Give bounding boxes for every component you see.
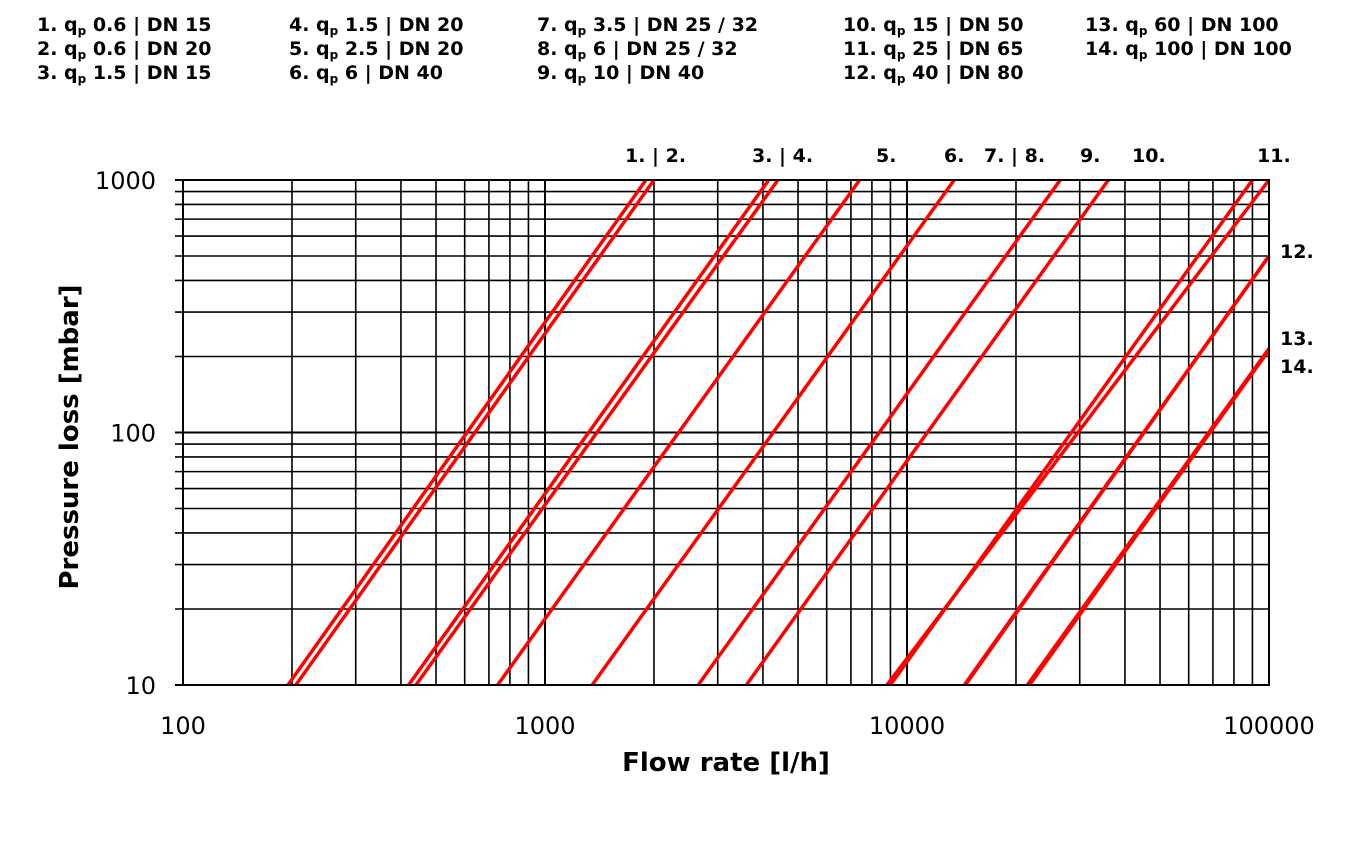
legend-value: 3.5 | DN 25 / 32 — [586, 14, 759, 36]
legend-item: 2. qp 0.6 | DN 20 — [37, 38, 212, 62]
legend-number: 13. q — [1085, 14, 1139, 36]
curve-6 — [590, 178, 956, 687]
legend-item: 10. qp 15 | DN 50 — [843, 14, 1024, 38]
curve-13 — [962, 254, 1271, 687]
legend-item: 1. qp 0.6 | DN 15 — [37, 14, 212, 38]
y-tick-label: 1000 — [95, 167, 156, 195]
legend-number: 4. q — [289, 14, 330, 36]
legend-value: 2.5 | DN 20 — [338, 38, 464, 60]
legend-number: 10. q — [843, 14, 897, 36]
curve-label-top: 6. — [944, 145, 964, 167]
legend-subscript: p — [329, 72, 339, 86]
x-tick-label: 1000 — [514, 712, 575, 740]
legend-number: 2. q — [37, 38, 78, 60]
curve-8 — [744, 178, 1110, 687]
y-tick-label: 10 — [125, 672, 156, 700]
curve-label-top: 9. — [1080, 145, 1100, 167]
legend-item: 11. qp 25 | DN 65 — [843, 38, 1024, 62]
legend-number: 8. q — [537, 38, 578, 60]
x-tick-label: 100000 — [1223, 712, 1315, 740]
legend-item: 4. qp 1.5 | DN 20 — [289, 14, 464, 38]
y-tick-label: 100 — [110, 420, 156, 448]
legend-number: 1. q — [37, 14, 78, 36]
curve-label-right: 14. — [1280, 356, 1314, 378]
legend-number: 9. q — [537, 62, 578, 84]
legend-subscript: p — [1138, 48, 1148, 62]
legend-subscript: p — [577, 24, 587, 38]
curve-label-top: 3. | 4. — [752, 145, 813, 167]
y-axis-title: Pressure loss [mbar] — [55, 284, 85, 589]
legend-value: 25 | DN 65 — [905, 38, 1024, 60]
legend-number: 7. q — [537, 14, 578, 36]
curve-5 — [496, 178, 862, 687]
legend-subscript: p — [577, 48, 587, 62]
legend-subscript: p — [896, 72, 906, 86]
legend-item: 12. qp 40 | DN 80 — [843, 62, 1024, 86]
legend-subscript: p — [77, 24, 87, 38]
legend-value: 15 | DN 50 — [905, 14, 1024, 36]
curve-label-top: 5. — [876, 145, 896, 167]
legend-value: 100 | DN 100 — [1147, 38, 1292, 60]
legend-subscript: p — [77, 72, 87, 86]
curve-labels: 1. | 2. 3. | 4. 5. 6. 7. | 8. 9. 10. 11. 12. 13. 1… — [625, 145, 1314, 378]
curve-4 — [414, 178, 780, 687]
legend-value: 60 | DN 100 — [1147, 14, 1279, 36]
legend-value: 6 | DN 25 / 32 — [586, 38, 738, 60]
legend-item: 13. qp 60 | DN 100 — [1085, 14, 1279, 38]
plot-frame — [182, 179, 1270, 686]
legend-number: 3. q — [37, 62, 78, 84]
legend-item: 5. qp 2.5 | DN 20 — [289, 38, 464, 62]
legend-item: 7. qp 3.5 | DN 25 / 32 — [537, 14, 759, 38]
legend-value: 0.6 | DN 15 — [86, 14, 212, 36]
curve-label-right: 13. — [1280, 328, 1314, 350]
legend-number: 12. q — [843, 62, 897, 84]
curve-label-right: 12. — [1280, 241, 1314, 263]
curve-2 — [294, 178, 656, 687]
legend-item: 3. qp 1.5 | DN 15 — [37, 62, 212, 86]
legend-subscript: p — [896, 24, 906, 38]
curves — [286, 178, 1271, 687]
legend-number: 5. q — [289, 38, 330, 60]
curve-label-top: 10. — [1132, 145, 1166, 167]
legend-value: 40 | DN 80 — [905, 62, 1024, 84]
legend-value: 0.6 | DN 20 — [86, 38, 212, 60]
legend-number: 11. q — [843, 38, 897, 60]
legend-value: 1.5 | DN 20 — [338, 14, 464, 36]
legend-item: 8. qp 6 | DN 25 / 32 — [537, 38, 738, 62]
x-tick-label: 100 — [160, 712, 206, 740]
legend-subscript: p — [577, 72, 587, 86]
curve-3 — [407, 178, 771, 687]
legend-value: 6 | DN 40 — [338, 62, 443, 84]
x-tick-label: 10000 — [869, 712, 945, 740]
legend-subscript: p — [329, 48, 339, 62]
x-axis-title: Flow rate [l/h] — [622, 748, 830, 778]
legend-item: 6. qp 6 | DN 40 — [289, 62, 443, 86]
curve-12 — [889, 178, 1254, 687]
legend-value: 1.5 | DN 15 — [86, 62, 212, 84]
legend-subscript: p — [1138, 24, 1148, 38]
legend-item: 14. qp 100 | DN 100 — [1085, 38, 1292, 62]
curve-label-top: 11. — [1257, 145, 1291, 167]
curve-label-top: 7. | 8. — [984, 145, 1045, 167]
legend-subscript: p — [329, 24, 339, 38]
curve-1 — [286, 178, 648, 687]
curve-7 — [696, 178, 1062, 687]
legend-subscript: p — [896, 48, 906, 62]
legend-value: 10 | DN 40 — [586, 62, 705, 84]
legend-number: 14. q — [1085, 38, 1139, 60]
legend-item: 9. qp 10 | DN 40 — [537, 62, 705, 86]
legend-subscript: p — [77, 48, 87, 62]
curve-label-top: 1. | 2. — [625, 145, 686, 167]
legend-number: 6. q — [289, 62, 330, 84]
curve-14 — [1028, 349, 1271, 687]
